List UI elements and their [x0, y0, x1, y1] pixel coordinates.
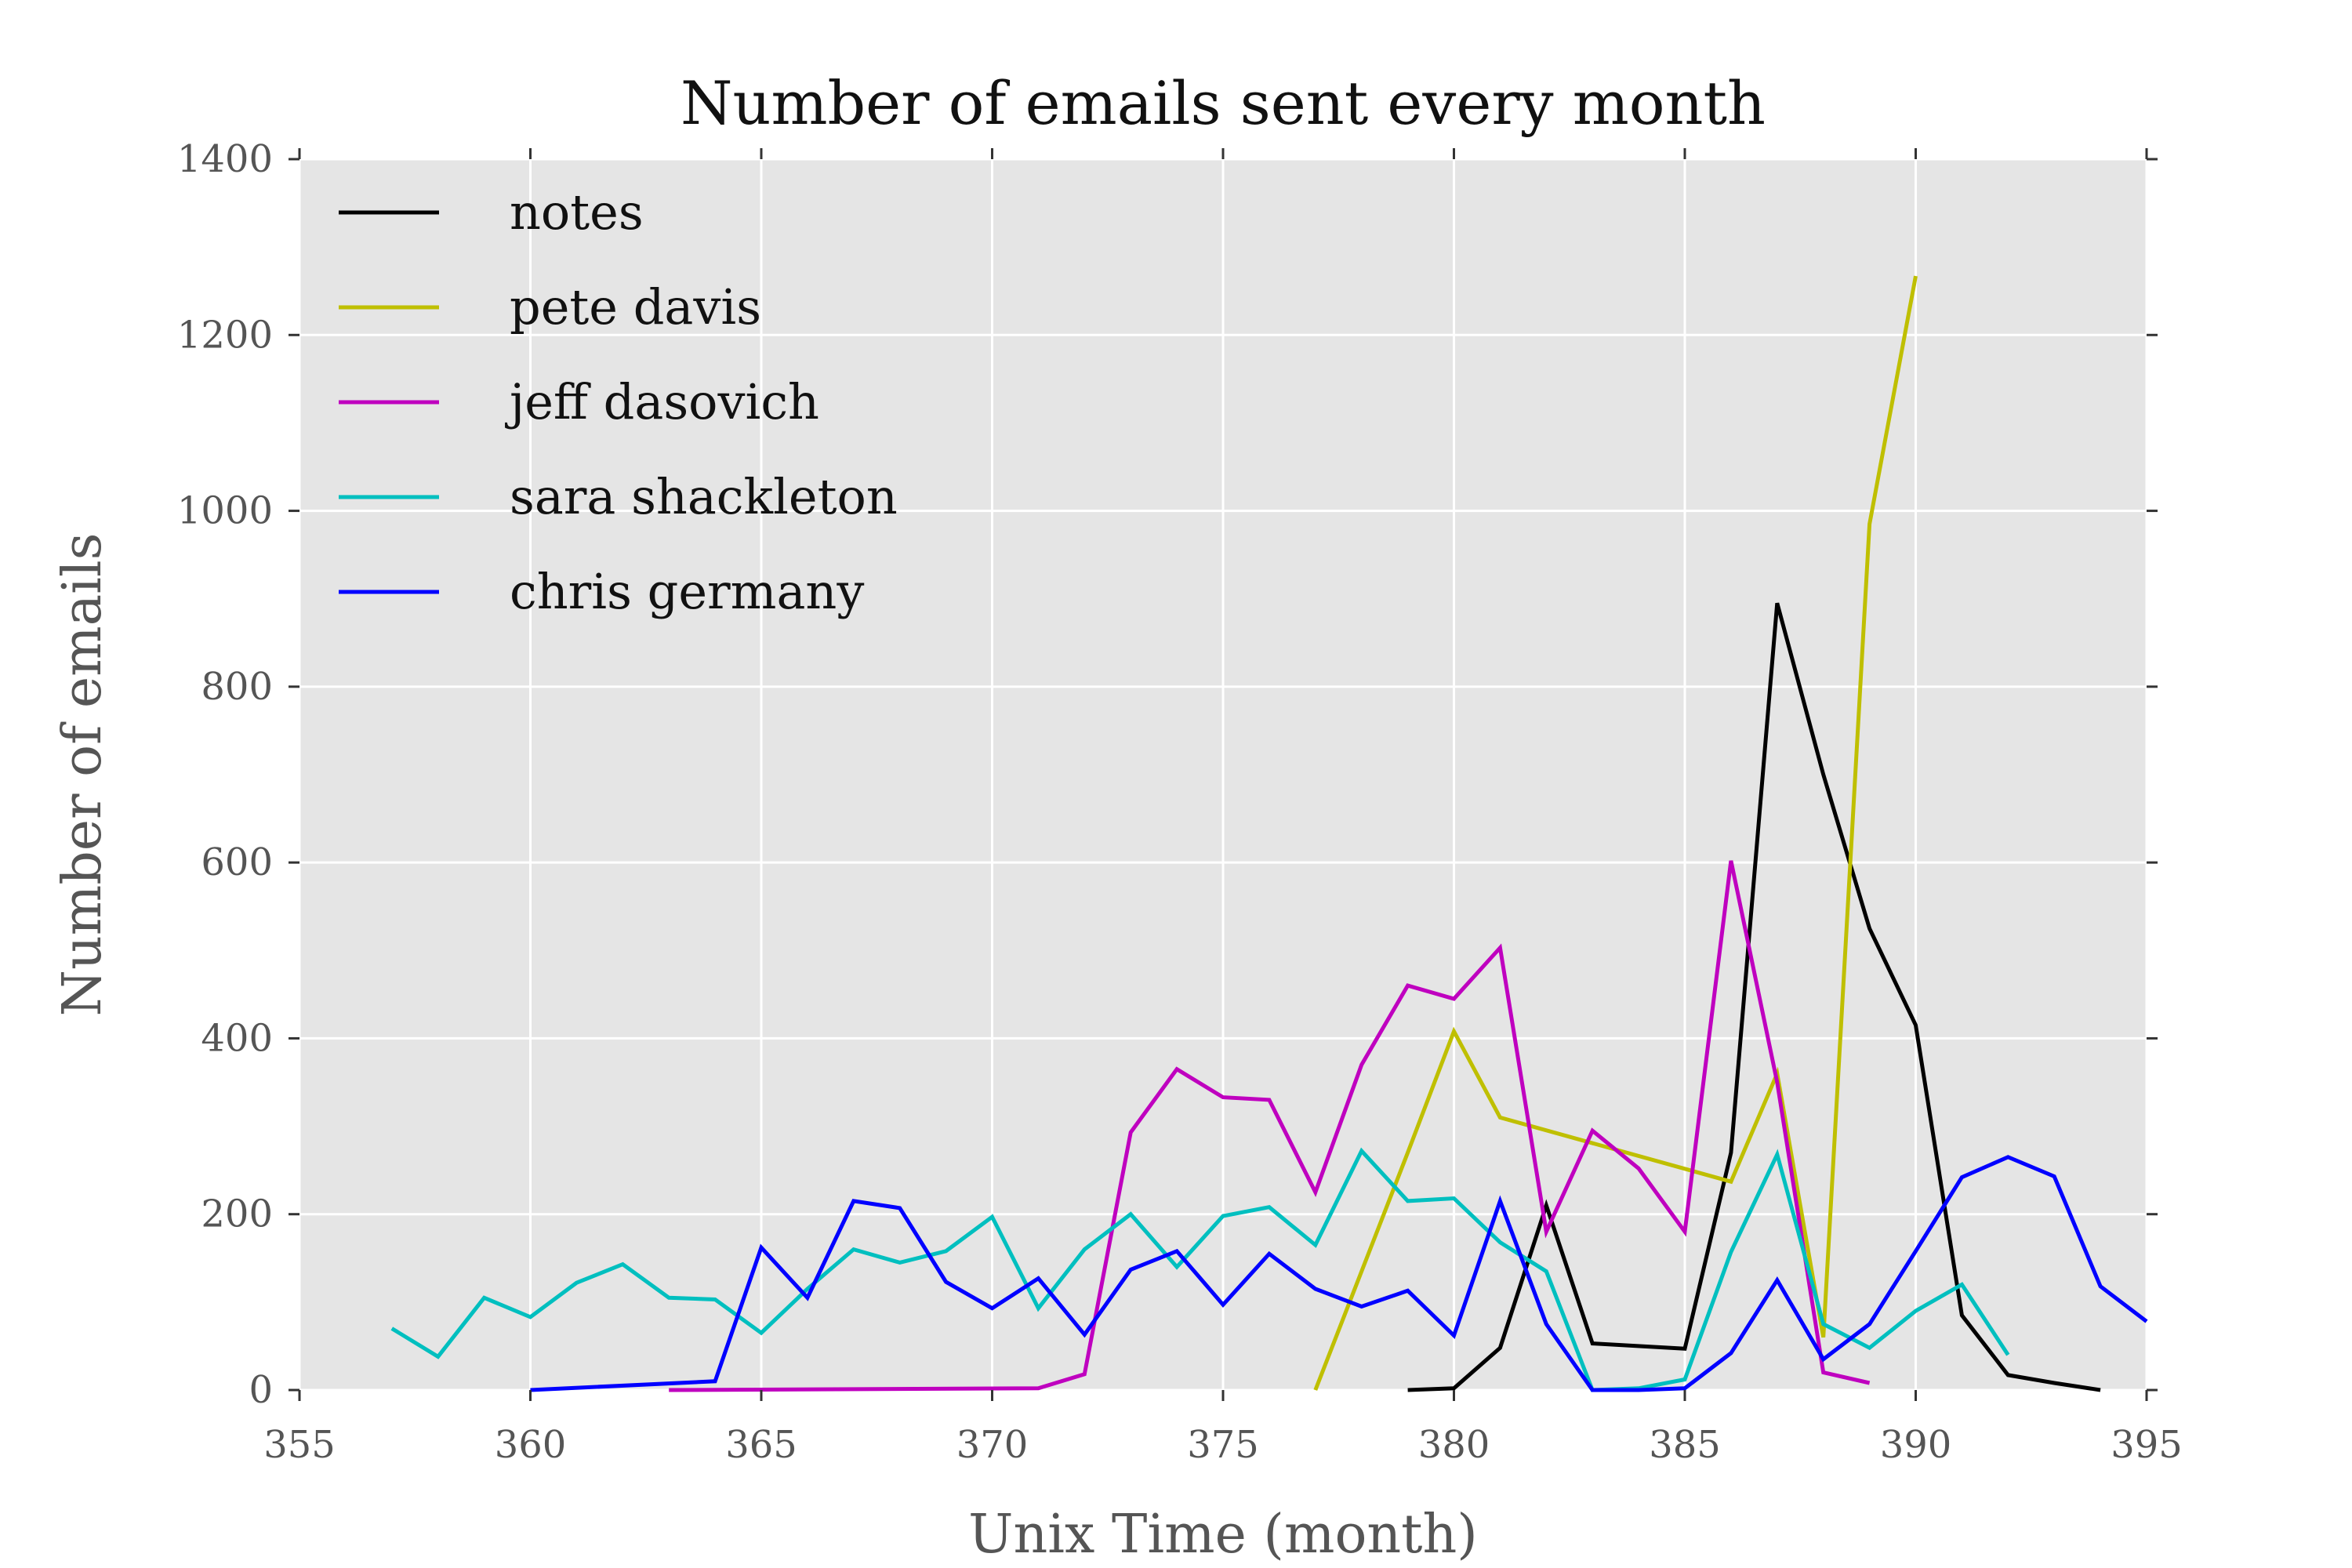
legend-label: pete davis: [510, 278, 761, 336]
y-tick-label: 1400: [177, 137, 273, 181]
x-tick-label: 380: [1418, 1423, 1490, 1467]
x-tick-label: 395: [2111, 1423, 2183, 1467]
x-axis-label: Unix Time (month): [968, 1504, 1478, 1566]
y-tick-label: 800: [201, 665, 273, 709]
y-tick-label: 1200: [177, 313, 273, 357]
legend-label: sara shackleton: [510, 468, 898, 525]
x-tick-label: 375: [1187, 1423, 1259, 1467]
y-tick-label: 600: [201, 840, 273, 884]
y-tick-label: 1000: [177, 489, 273, 533]
x-tick-label: 385: [1649, 1423, 1721, 1467]
series-line-chris-germany: [530, 1155, 2148, 1392]
series-line-notes: [1407, 602, 2101, 1392]
y-tick-label: 200: [201, 1192, 273, 1236]
axis-ticks: 355 360 365 370 375 380 385 390 395 0 200 400 600 800…: [177, 137, 2183, 1467]
chart-title: Number of emails sent every month: [681, 68, 1766, 138]
x-tick-label: 365: [725, 1423, 797, 1467]
y-tick-label: 0: [249, 1368, 273, 1412]
x-tick-label: 355: [263, 1423, 336, 1467]
series-line-sara-shackleton: [390, 1147, 2010, 1392]
y-axis-label: Number of emails: [52, 532, 114, 1016]
x-tick-label: 360: [495, 1423, 567, 1467]
y-tick-label: 400: [201, 1016, 273, 1060]
x-tick-label: 390: [1880, 1423, 1952, 1467]
series-lines: [390, 275, 2148, 1392]
series-line-jeff-dasovich: [669, 860, 1871, 1392]
x-tick-label: 370: [956, 1423, 1029, 1467]
legend: notes pete davis jeff dasovich sara shackle…: [339, 183, 898, 620]
legend-label: notes: [510, 183, 644, 241]
legend-label: jeff dasovich: [505, 373, 819, 430]
legend-label: chris germany: [510, 563, 864, 620]
